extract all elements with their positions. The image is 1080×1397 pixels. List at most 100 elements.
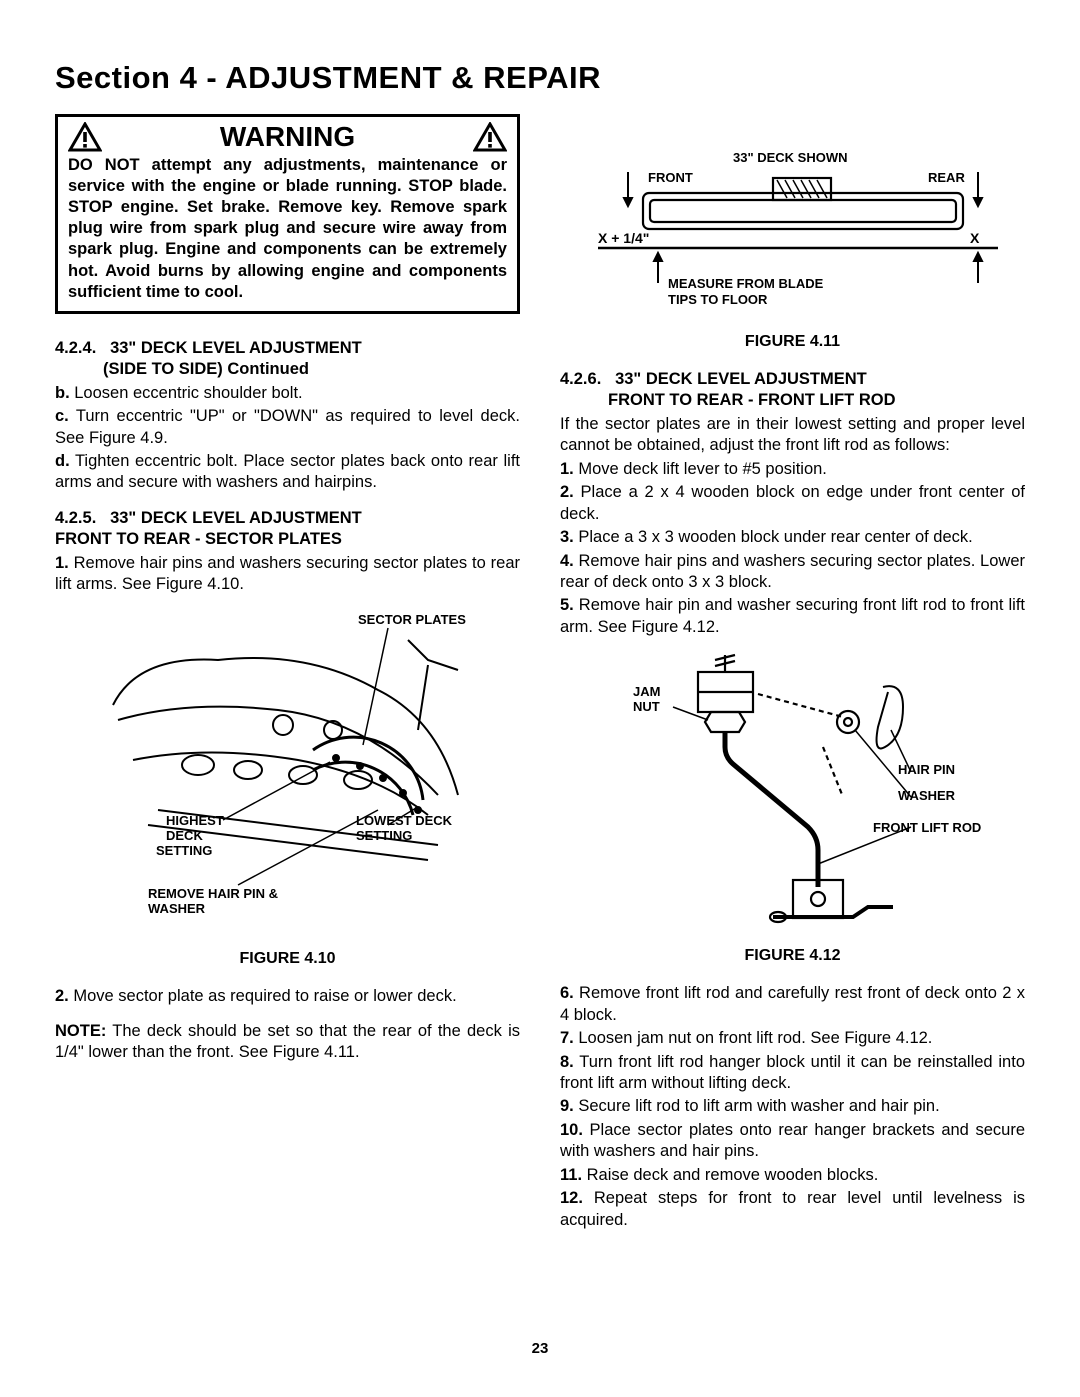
step-426-1: 1. Move deck lift lever to #5 position. — [560, 459, 1025, 480]
lead: b. — [55, 384, 70, 402]
step-426-6: 6. Remove front lift rod and carefully r… — [560, 983, 1025, 1026]
left-column: WARNING DO NOT attempt any adjustments, … — [55, 114, 520, 1233]
step-426-3: 3. Place a 3 x 3 wooden block under rear… — [560, 527, 1025, 548]
text: Remove front lift rod and carefully rest… — [560, 984, 1025, 1023]
warning-triangle-icon — [68, 122, 102, 152]
lead: 12. — [560, 1189, 583, 1207]
step-426-7: 7. Loosen jam nut on front lift rod. See… — [560, 1028, 1025, 1049]
warning-text: DO NOT attempt any adjustments, maintena… — [68, 155, 507, 303]
two-column-layout: WARNING DO NOT attempt any adjustments, … — [55, 114, 1025, 1233]
step-426-11: 11. Raise deck and remove wooden blocks. — [560, 1165, 1025, 1186]
label-nut: NUT — [633, 699, 660, 714]
heading-line2: FRONT TO REAR - FRONT LIFT ROD — [560, 390, 1025, 411]
text: Remove hair pin and washer securing fron… — [560, 596, 1025, 635]
text: Secure lift rod to lift arm with washer … — [574, 1097, 940, 1115]
text: Remove hair pins and washers securing se… — [560, 552, 1025, 591]
text: Repeat steps for front to rear level unt… — [560, 1189, 1025, 1228]
lead: NOTE: — [55, 1022, 106, 1040]
figure-4-10-caption: FIGURE 4.10 — [55, 950, 520, 968]
step-426-4: 4. Remove hair pins and washers securing… — [560, 551, 1025, 594]
heading-num: 4.2.6. — [560, 370, 601, 388]
label-washer: WASHER — [898, 788, 956, 803]
lead: c. — [55, 407, 69, 425]
label-x: X — [970, 230, 980, 246]
heading-line1: 33" DECK LEVEL ADJUSTMENT — [110, 339, 362, 357]
text: Place sector plates onto rear hanger bra… — [560, 1121, 1025, 1160]
heading-426: 4.2.6. 33" DECK LEVEL ADJUSTMENT FRONT T… — [560, 369, 1025, 412]
label-deck: DECK — [166, 828, 203, 843]
note-deck: NOTE: The deck should be set so that the… — [55, 1021, 520, 1064]
step-426-2: 2. Place a 2 x 4 wooden block on edge un… — [560, 482, 1025, 525]
label-xplus: X + 1/4" — [598, 230, 649, 246]
label-deck-shown: 33" DECK SHOWN — [733, 150, 848, 165]
figure-4-12: JAM NUT HAIR PIN WASHER FRONT LIFT ROD — [560, 652, 1025, 937]
figure-4-11-svg: 33" DECK SHOWN FRONT REAR — [578, 148, 1008, 323]
label-remove1: REMOVE HAIR PIN & — [148, 886, 278, 901]
warning-header: WARNING — [68, 121, 507, 153]
lead: 2. — [55, 987, 69, 1005]
step-425-1: 1. Remove hair pins and washers securing… — [55, 553, 520, 596]
heading-425: 4.2.5. 33" DECK LEVEL ADJUSTMENT FRONT T… — [55, 508, 520, 551]
heading-424: 4.2.4. 33" DECK LEVEL ADJUSTMENT (SIDE T… — [55, 338, 520, 381]
figure-4-12-caption: FIGURE 4.12 — [560, 947, 1025, 965]
label-jam: JAM — [633, 684, 660, 699]
warning-box: WARNING DO NOT attempt any adjustments, … — [55, 114, 520, 314]
right-column: 33" DECK SHOWN FRONT REAR — [560, 114, 1025, 1233]
label-measure2: TIPS TO FLOOR — [668, 292, 768, 307]
label-measure1: MEASURE FROM BLADE — [668, 276, 824, 291]
heading-num: 4.2.4. — [55, 339, 96, 357]
lead: 1. — [560, 460, 574, 478]
text: Loosen eccentric shoulder bolt. — [70, 384, 303, 402]
lead: 7. — [560, 1029, 574, 1047]
page-number: 23 — [0, 1340, 1080, 1357]
text: Move deck lift lever to #5 position. — [574, 460, 827, 478]
text: Move sector plate as required to raise o… — [69, 987, 457, 1005]
text: Turn front lift rod hanger block until i… — [560, 1053, 1025, 1092]
lead: 11. — [560, 1166, 582, 1184]
step-d: d. Tighten eccentric bolt. Place sector … — [55, 451, 520, 494]
step-426-8: 8. Turn front lift rod hanger block unti… — [560, 1052, 1025, 1095]
warning-triangle-icon — [473, 122, 507, 152]
step-426-12: 12. Repeat steps for front to rear level… — [560, 1188, 1025, 1231]
lead: 10. — [560, 1121, 583, 1139]
figure-4-11: 33" DECK SHOWN FRONT REAR — [560, 148, 1025, 323]
label-setting2: SETTING — [356, 828, 412, 843]
lead: 2. — [560, 483, 574, 501]
label-highest: HIGHEST — [166, 813, 224, 828]
lead: 4. — [560, 552, 574, 570]
text: Remove hair pins and washers securing se… — [55, 554, 520, 593]
heading-num: 4.2.5. — [55, 509, 96, 527]
label-front-lift-rod: FRONT LIFT ROD — [873, 820, 981, 835]
label-rear: REAR — [928, 170, 965, 185]
lead: 6. — [560, 984, 574, 1002]
step-426-9: 9. Secure lift rod to lift arm with wash… — [560, 1096, 1025, 1117]
text: Turn eccentric "UP" or "DOWN" as require… — [55, 407, 520, 446]
text: Loosen jam nut on front lift rod. See Fi… — [574, 1029, 933, 1047]
label-lowest: LOWEST DECK — [356, 813, 453, 828]
heading-line2: FRONT TO REAR - SECTOR PLATES — [55, 530, 342, 548]
label-remove2: WASHER — [148, 901, 206, 916]
step-426-10: 10. Place sector plates onto rear hanger… — [560, 1120, 1025, 1163]
figure-4-11-caption: FIGURE 4.11 — [560, 333, 1025, 351]
heading-line1: 33" DECK LEVEL ADJUSTMENT — [110, 509, 362, 527]
heading-line1: 33" DECK LEVEL ADJUSTMENT — [615, 370, 867, 388]
figure-4-10-svg: SECTOR PLATES HIGHEST DECK SETTING LOWES… — [78, 610, 498, 940]
text: Place a 3 x 3 wooden block under rear ce… — [574, 528, 973, 546]
warning-title: WARNING — [102, 121, 473, 153]
label-setting: SETTING — [156, 843, 212, 858]
heading-line2: (SIDE TO SIDE) Continued — [55, 359, 520, 380]
step-425-2: 2. Move sector plate as required to rais… — [55, 986, 520, 1007]
step-c: c. Turn eccentric "UP" or "DOWN" as requ… — [55, 406, 520, 449]
label-sector-plates: SECTOR PLATES — [358, 612, 466, 627]
lead: 8. — [560, 1053, 574, 1071]
text: Raise deck and remove wooden blocks. — [582, 1166, 878, 1184]
figure-4-12-svg: JAM NUT HAIR PIN WASHER FRONT LIFT ROD — [593, 652, 993, 937]
step-426-5: 5. Remove hair pin and washer securing f… — [560, 595, 1025, 638]
lead: 3. — [560, 528, 574, 546]
label-front: FRONT — [648, 170, 693, 185]
step-b: b. Loosen eccentric shoulder bolt. — [55, 383, 520, 404]
text: Place a 2 x 4 wooden block on edge under… — [560, 483, 1025, 522]
lead: d. — [55, 452, 70, 470]
lead: 5. — [560, 596, 574, 614]
lead: 9. — [560, 1097, 574, 1115]
